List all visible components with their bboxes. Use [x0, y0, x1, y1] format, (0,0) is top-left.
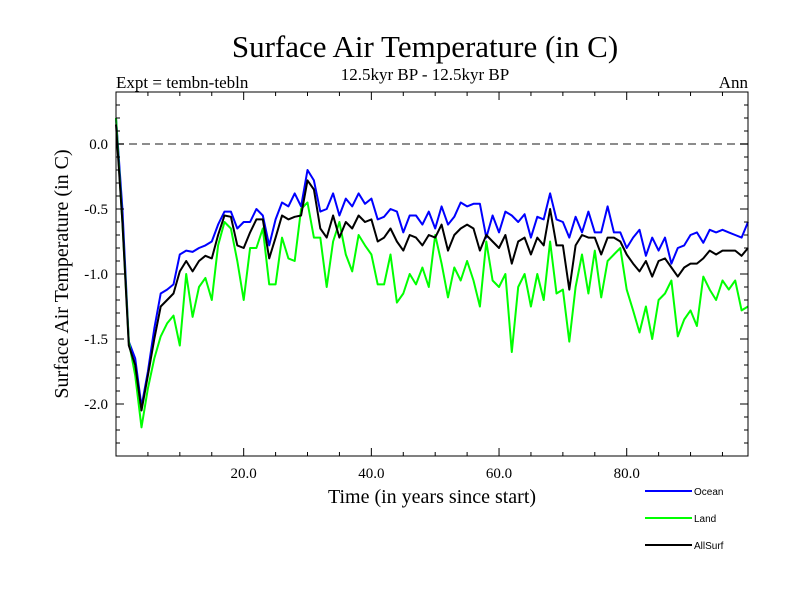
legend-label-ocean: Ocean	[694, 487, 723, 498]
x-axis-label: Time (in years since start)	[328, 486, 536, 508]
y-tick-label: -1.5	[84, 332, 108, 348]
series-layer	[115, 117, 749, 429]
x-tick-label: 80.0	[614, 466, 640, 482]
x-tick-label: 40.0	[358, 466, 384, 482]
legend-label-allsurf: AllSurf	[694, 541, 724, 552]
subtitle-period: 12.5kyr BP - 12.5kyr BP	[341, 65, 509, 84]
legend: Ocean Land AllSurf	[645, 487, 724, 552]
y-axis-label: Surface Air Temperature (in C)	[51, 149, 73, 398]
subtitle-experiment: Expt = tembn-tebln	[116, 73, 249, 92]
y-tick-label: -2.0	[84, 397, 108, 413]
series-line-land	[115, 117, 749, 429]
chart-title: Surface Air Temperature (in C)	[232, 29, 618, 64]
tick-layer: 20.0 40.0 60.0 80.0 0.0 -0.5 -1.0 -1.5 -2.0	[84, 92, 748, 482]
x-tick-label: 20.0	[231, 466, 257, 482]
series-line-allsurf	[115, 124, 749, 412]
y-tick-label: 0.0	[89, 137, 108, 153]
subtitle-season: Ann	[719, 73, 749, 92]
y-tick-label: -1.0	[84, 267, 108, 283]
y-tick-label: -0.5	[84, 202, 108, 218]
series-line-ocean	[115, 117, 749, 408]
legend-label-land: Land	[694, 514, 716, 525]
x-tick-label: 60.0	[486, 466, 512, 482]
